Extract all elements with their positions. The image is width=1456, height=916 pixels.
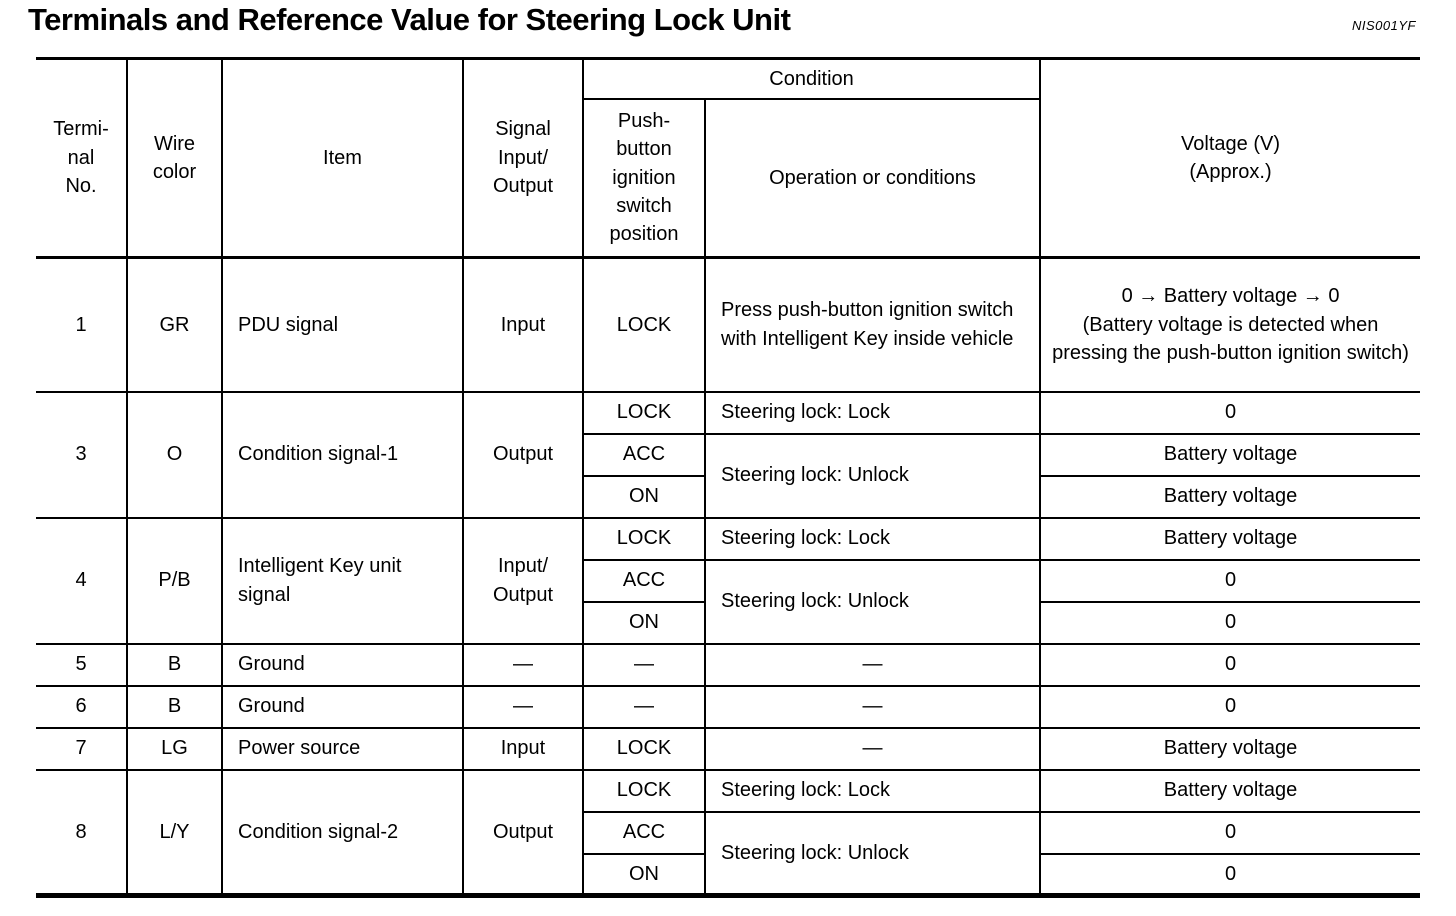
cell-item: Power source	[221, 727, 463, 771]
table-row: 5 B Ground — — — 0	[36, 643, 1421, 687]
table-row: ACC Steering lock: Unlock Battery voltag…	[36, 433, 1421, 519]
table-row: ACC Steering lock: Unlock 0	[36, 559, 1421, 645]
cell-signal-io: Input	[462, 727, 583, 771]
cell-voltage: 0 → Battery voltage → 0 (Battery voltage…	[1039, 257, 1421, 393]
header-terminal-no: Termi- nal No.	[36, 58, 127, 259]
cell-terminal-no: 4	[36, 517, 127, 645]
cell-item: Condition signal-2	[221, 769, 463, 896]
cell-wire-color: LG	[126, 727, 222, 771]
table-row: ON 0	[36, 601, 1421, 645]
cell-voltage: Battery voltage	[1039, 727, 1421, 771]
cell-voltage: Battery voltage	[1039, 517, 1421, 561]
cell-item: Ground	[221, 643, 463, 687]
cell-ignition-position: ON	[582, 853, 705, 896]
cell-voltage: 0	[1039, 559, 1421, 603]
cell-voltage: Battery voltage	[1039, 475, 1421, 519]
cell-wire-color: P/B	[126, 517, 222, 645]
cell-signal-io: —	[462, 643, 583, 687]
cell-voltage: 0	[1039, 685, 1421, 729]
cell-ignition-position: ACC	[582, 559, 705, 603]
cell-terminal-no: 3	[36, 391, 127, 519]
cell-terminal-no: 7	[36, 727, 127, 771]
cell-ignition-position: ON	[582, 601, 705, 645]
cell-voltage: 0	[1039, 853, 1421, 896]
cell-item: PDU signal	[221, 257, 463, 393]
page-title: Terminals and Reference Value for Steeri…	[28, 2, 791, 37]
cell-wire-color: L/Y	[126, 769, 222, 896]
cell-wire-color: GR	[126, 257, 222, 393]
cell-operation: Steering lock: Lock	[703, 517, 1041, 561]
cell-wire-color: O	[126, 391, 222, 519]
table-row: 1 GR PDU signal Input LOCK Press push-bu…	[36, 257, 1421, 393]
header-signal-io: Signal Input/ Output	[462, 58, 583, 259]
cell-terminal-no: 1	[36, 257, 127, 393]
header-condition: Condition	[581, 58, 1041, 100]
cell-terminal-no: 8	[75, 820, 87, 843]
cell-operation: Steering lock: Unlock	[703, 811, 1041, 896]
table-row: ON Battery voltage	[36, 475, 1421, 519]
header-subrow: Push- button ignition switch position Op…	[36, 98, 1420, 259]
table-row: 4 P/B Intelligent Key unit signal Input/…	[36, 517, 1421, 645]
cell-item: Ground	[221, 685, 463, 729]
cell-wire-color: B	[126, 685, 222, 729]
table-row: 8 L/Y Condition signal-2 Output LOCK Ste…	[36, 769, 1421, 896]
cell-ignition-position: ACC	[582, 433, 705, 477]
header-wire-color: Wire color	[126, 58, 222, 259]
table-row: 7 LG Power source Input LOCK — Battery v…	[36, 727, 1421, 771]
terminal-reference-table: Termi- nal No. Wire color Item Signal In…	[36, 57, 1421, 898]
table-row: ON 0	[36, 853, 1421, 896]
header-operation: Operation or conditions	[703, 98, 1041, 259]
cell-voltage: 0	[1039, 601, 1421, 645]
table-row: 3 O Condition signal-1 Output LOCK Steer…	[36, 391, 1421, 519]
table-row: ACC Steering lock: Unlock 0	[36, 811, 1421, 896]
cell-ignition-position: LOCK	[582, 727, 705, 771]
cell-signal-io: Input	[462, 257, 583, 393]
cell-item: Intelligent Key unit signal	[221, 517, 463, 645]
cell-operation: Steering lock: Lock	[703, 391, 1041, 435]
figure-code: NIS001YF	[1352, 18, 1416, 33]
cell-voltage: 0	[1039, 391, 1421, 435]
cell-ignition-position: LOCK	[582, 769, 705, 813]
cell-signal-io: Output	[462, 769, 583, 896]
cell-operation: Steering lock: Lock	[703, 769, 1041, 813]
cell-operation: —	[703, 643, 1041, 687]
header-item: Item	[221, 58, 463, 259]
cell-ignition-position: LOCK	[582, 391, 705, 435]
cell-operation: Press push-button ignition switch with I…	[703, 257, 1041, 393]
cell-ignition-position: —	[582, 685, 705, 729]
cell-signal-io: Input/ Output	[462, 517, 583, 645]
cell-terminal-no: 6	[36, 685, 127, 729]
cell-ignition-position: LOCK	[582, 257, 705, 393]
cell-item: Condition signal-1	[221, 391, 463, 519]
cell-ignition-position: LOCK	[582, 517, 705, 561]
cell-operation: Steering lock: Unlock	[703, 559, 1041, 645]
cell-voltage: Battery voltage	[1039, 433, 1421, 477]
cell-terminal-no: 5	[36, 643, 127, 687]
cell-voltage: Battery voltage	[1039, 769, 1421, 813]
cell-ignition-position: —	[582, 643, 705, 687]
cell-operation: —	[703, 727, 1041, 771]
cell-ignition-position: ACC	[582, 811, 705, 855]
cell-signal-io: Output	[462, 391, 583, 519]
cell-operation: —	[703, 685, 1041, 729]
header-row: Termi- nal No. Wire color Item Signal In…	[36, 58, 1421, 259]
cell-voltage: 0	[1039, 643, 1421, 687]
cell-operation: Steering lock: Unlock	[703, 433, 1041, 519]
cell-wire-color: B	[126, 643, 222, 687]
table-row: 6 B Ground — — — 0	[36, 685, 1421, 729]
header-ignition-position: Push- button ignition switch position	[582, 98, 705, 259]
cell-signal-io: —	[462, 685, 583, 729]
header-voltage: Voltage (V) (Approx.)	[1039, 58, 1421, 259]
cell-ignition-position: ON	[582, 475, 705, 519]
cell-voltage: 0	[1039, 811, 1421, 855]
